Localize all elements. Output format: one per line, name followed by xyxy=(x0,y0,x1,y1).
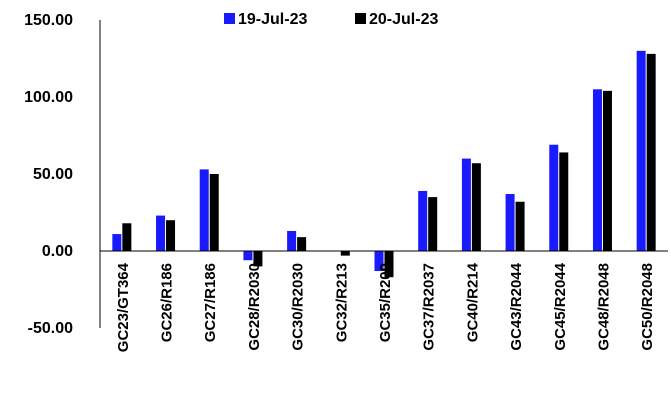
x-tick-label: GC50/R2048 xyxy=(639,263,656,351)
y-axis-tick-labels: -50.00 0.00 50.00 100.00 150.00 xyxy=(24,12,73,337)
x-tick-label: GC37/R2037 xyxy=(421,263,438,351)
legend-swatch xyxy=(355,13,366,24)
bar-s2-gc45-r2044 xyxy=(559,152,569,251)
bar-series-group xyxy=(112,50,656,278)
x-tick-label: GC48/R2048 xyxy=(595,263,612,351)
bar-s1-gc45-r2044 xyxy=(549,144,559,251)
x-tick-label: GC30/R2030 xyxy=(290,263,307,351)
y-tick-label: 50.00 xyxy=(33,166,73,183)
bar-s1-gc43-r2044 xyxy=(505,194,515,251)
bar-s2-gc26-r186 xyxy=(166,220,176,251)
bar-s1-gc26-r186 xyxy=(156,215,166,251)
chart-legend: 19-Jul-23 20-Jul-23 xyxy=(224,11,438,28)
bar-s2-gc32-r213 xyxy=(340,251,350,256)
x-tick-label: GC32/R213 xyxy=(333,263,350,342)
bar-s1-gc27-r186 xyxy=(199,169,209,251)
x-tick-label: GC27/R186 xyxy=(202,263,219,342)
bar-s1-gc28-r2030 xyxy=(243,251,253,261)
legend-swatch xyxy=(224,13,235,24)
bar-s2-gc37-r2037 xyxy=(428,197,438,251)
x-tick-label: GC40/R214 xyxy=(464,262,481,342)
bar-s2-gc23-gt364 xyxy=(122,223,132,251)
bar-s2-gc50-r2048 xyxy=(646,53,656,251)
bar-s1-gc50-r2048 xyxy=(636,50,646,251)
y-tick-label: 0.00 xyxy=(42,243,73,260)
x-tick-label: GC45/R2044 xyxy=(552,262,569,350)
x-tick-label: GC23/GT364 xyxy=(115,262,132,352)
y-tick-label: -50.00 xyxy=(28,320,73,337)
y-tick-label: 150.00 xyxy=(24,12,73,29)
bar-s2-gc43-r2044 xyxy=(515,201,525,251)
bar-s1-gc30-r2030 xyxy=(287,230,297,251)
bar-s1-gc37-r2037 xyxy=(418,190,428,251)
x-tick-label: GC26/R186 xyxy=(159,263,176,342)
bar-s2-gc40-r214 xyxy=(471,163,481,251)
x-tick-label: GC35/R209 xyxy=(377,263,394,342)
x-tick-label: GC43/R2044 xyxy=(508,262,525,350)
x-axis-category-labels: GC23/GT364 GC26/R186 GC27/R186 GC28/R2030 GC… xyxy=(115,262,656,352)
bar-s2-gc35-r209 xyxy=(384,251,394,278)
bar-s1-gc48-r2048 xyxy=(592,89,602,251)
bar-s2-gc27-r186 xyxy=(209,174,219,251)
bar-s2-gc28-r2030 xyxy=(253,251,263,267)
bar-s2-gc48-r2048 xyxy=(602,90,612,251)
legend-label: 20-Jul-23 xyxy=(369,11,438,28)
bar-s2-gc30-r2030 xyxy=(297,237,307,251)
legend-label: 19-Jul-23 xyxy=(238,11,307,28)
x-tick-label: GC28/R2030 xyxy=(246,263,263,351)
bar-s1-gc35-r209 xyxy=(374,251,384,272)
chart-axes xyxy=(99,20,668,328)
bar-s1-gc40-r214 xyxy=(461,158,471,251)
bar-s1-gc23-gt364 xyxy=(112,234,122,251)
y-tick-label: 100.00 xyxy=(24,89,73,106)
